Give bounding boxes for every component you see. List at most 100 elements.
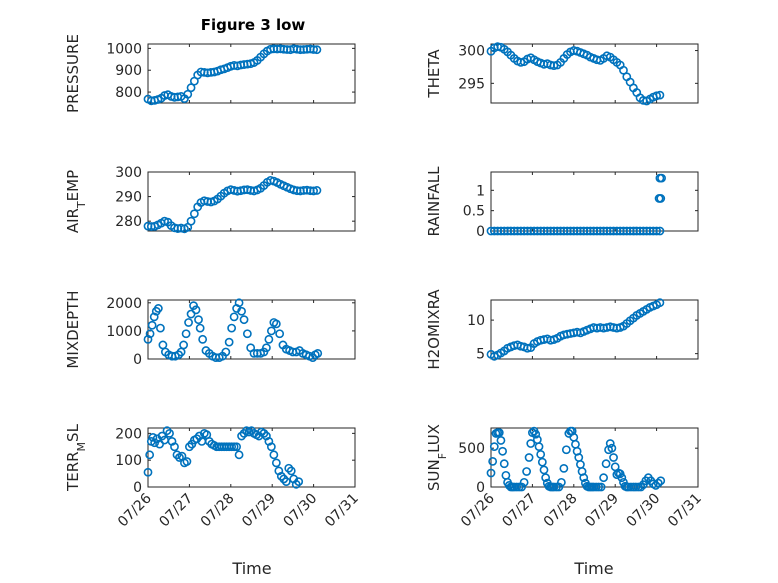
data-point [554, 482, 564, 492]
series-markers [143, 44, 322, 106]
y-tick-label: 1000 [106, 41, 142, 57]
data-point [191, 305, 201, 315]
data-point [655, 298, 665, 308]
series-markers [143, 298, 323, 362]
data-point [607, 443, 617, 453]
data-point [232, 442, 241, 452]
axes-frame [490, 427, 699, 488]
data-point [537, 457, 547, 467]
y-tick-label: 800 [115, 85, 142, 101]
y-tick-label: 295 [458, 76, 485, 92]
data-point [549, 61, 559, 71]
subplot-terrmsl: 0 100 200 07/26 07/27 07/28 07/29 07/30 07/31 TER… [64, 423, 362, 530]
subplot-sunflux: 0 500 07/26 07/27 07/28 07/29 07/30 07/31 SUNFLU… [425, 424, 705, 530]
data-point [148, 432, 158, 442]
subplot-rainfall: 0 0.5 1 RAINFALL [425, 166, 699, 240]
data-point [242, 329, 252, 339]
data-point [523, 343, 532, 353]
data-point [609, 453, 618, 462]
y-tick-label: 10 [467, 313, 485, 329]
data-point [143, 467, 153, 477]
data-point [183, 89, 193, 99]
data-point [227, 323, 237, 333]
x-tick-label: 07/27 [499, 491, 539, 531]
data-point [153, 304, 163, 313]
y-tick-label: 0 [476, 224, 485, 240]
y-tick-label: 100 [115, 453, 142, 469]
y-axis-label: MIXDEPTH [64, 290, 82, 368]
y-tick-label: 290 [115, 190, 142, 206]
data-point [186, 309, 196, 319]
y-tick-label: 280 [115, 214, 142, 230]
data-point [498, 446, 507, 456]
data-point [294, 477, 304, 487]
data-point [156, 323, 165, 333]
y-tick-label: 0 [133, 352, 142, 368]
subplot-h2omixra: 5 10 H2OMIXRA [425, 289, 699, 370]
data-point [309, 186, 318, 196]
data-point [534, 442, 544, 452]
data-point [312, 186, 322, 195]
y-axis-label: H2OMIXRA [425, 289, 443, 370]
data-point [516, 57, 526, 67]
x-tick-label: 07/28 [541, 491, 581, 531]
data-point [619, 65, 628, 75]
series-markers [143, 426, 304, 489]
data-point [165, 428, 174, 438]
subplot-pressure: 800 900 1000 PRESSURE [64, 34, 356, 113]
data-point [579, 473, 589, 483]
y-tick-label: 0 [133, 480, 142, 496]
y-tick-label: 300 [458, 44, 485, 60]
data-point [488, 456, 498, 466]
series-markers [486, 42, 665, 106]
series-markers [486, 426, 666, 492]
data-point [531, 429, 541, 439]
x-tick-label: 07/29 [582, 491, 622, 531]
data-point [145, 450, 155, 460]
data-point [237, 306, 246, 316]
y-axis-label: PRESSURE [64, 34, 82, 113]
data-point [617, 473, 627, 483]
x-tick-label: 07/31 [322, 491, 362, 531]
axes-frame [490, 171, 699, 232]
y-axis-label: RAINFALL [425, 166, 443, 237]
data-point [195, 323, 205, 333]
data-point [221, 347, 231, 357]
data-point [524, 453, 534, 462]
data-point [224, 337, 234, 347]
data-point [559, 463, 569, 473]
data-point [143, 334, 153, 344]
x-tick-label: 07/30 [281, 491, 321, 531]
data-point [599, 473, 609, 483]
data-point [198, 334, 208, 344]
data-point [656, 194, 666, 203]
data-point [147, 320, 157, 330]
axes-frame [147, 43, 356, 104]
y-tick-label: 900 [115, 63, 142, 79]
data-point [499, 459, 509, 469]
data-point [539, 465, 549, 475]
data-point [655, 90, 665, 100]
data-point [149, 312, 159, 322]
y-tick-label: 2000 [106, 296, 142, 312]
data-point [179, 340, 189, 350]
data-point [271, 319, 281, 329]
y-tick-label: 0.5 [463, 204, 485, 220]
data-point [636, 482, 646, 492]
data-point [145, 329, 155, 339]
data-point [264, 334, 274, 344]
data-point [266, 442, 276, 452]
data-point [234, 298, 244, 308]
y-tick-label: 1 [476, 183, 485, 199]
data-point [519, 477, 529, 487]
data-point [653, 478, 663, 488]
series-markers [486, 173, 666, 236]
y-axis-label: SUNFLUX [425, 424, 449, 491]
y-axis-label: THETA [425, 49, 443, 99]
data-point [596, 482, 606, 492]
data-point [186, 216, 196, 226]
data-point [652, 226, 661, 236]
data-point [170, 442, 179, 452]
data-point [651, 481, 661, 490]
data-point [271, 458, 281, 468]
